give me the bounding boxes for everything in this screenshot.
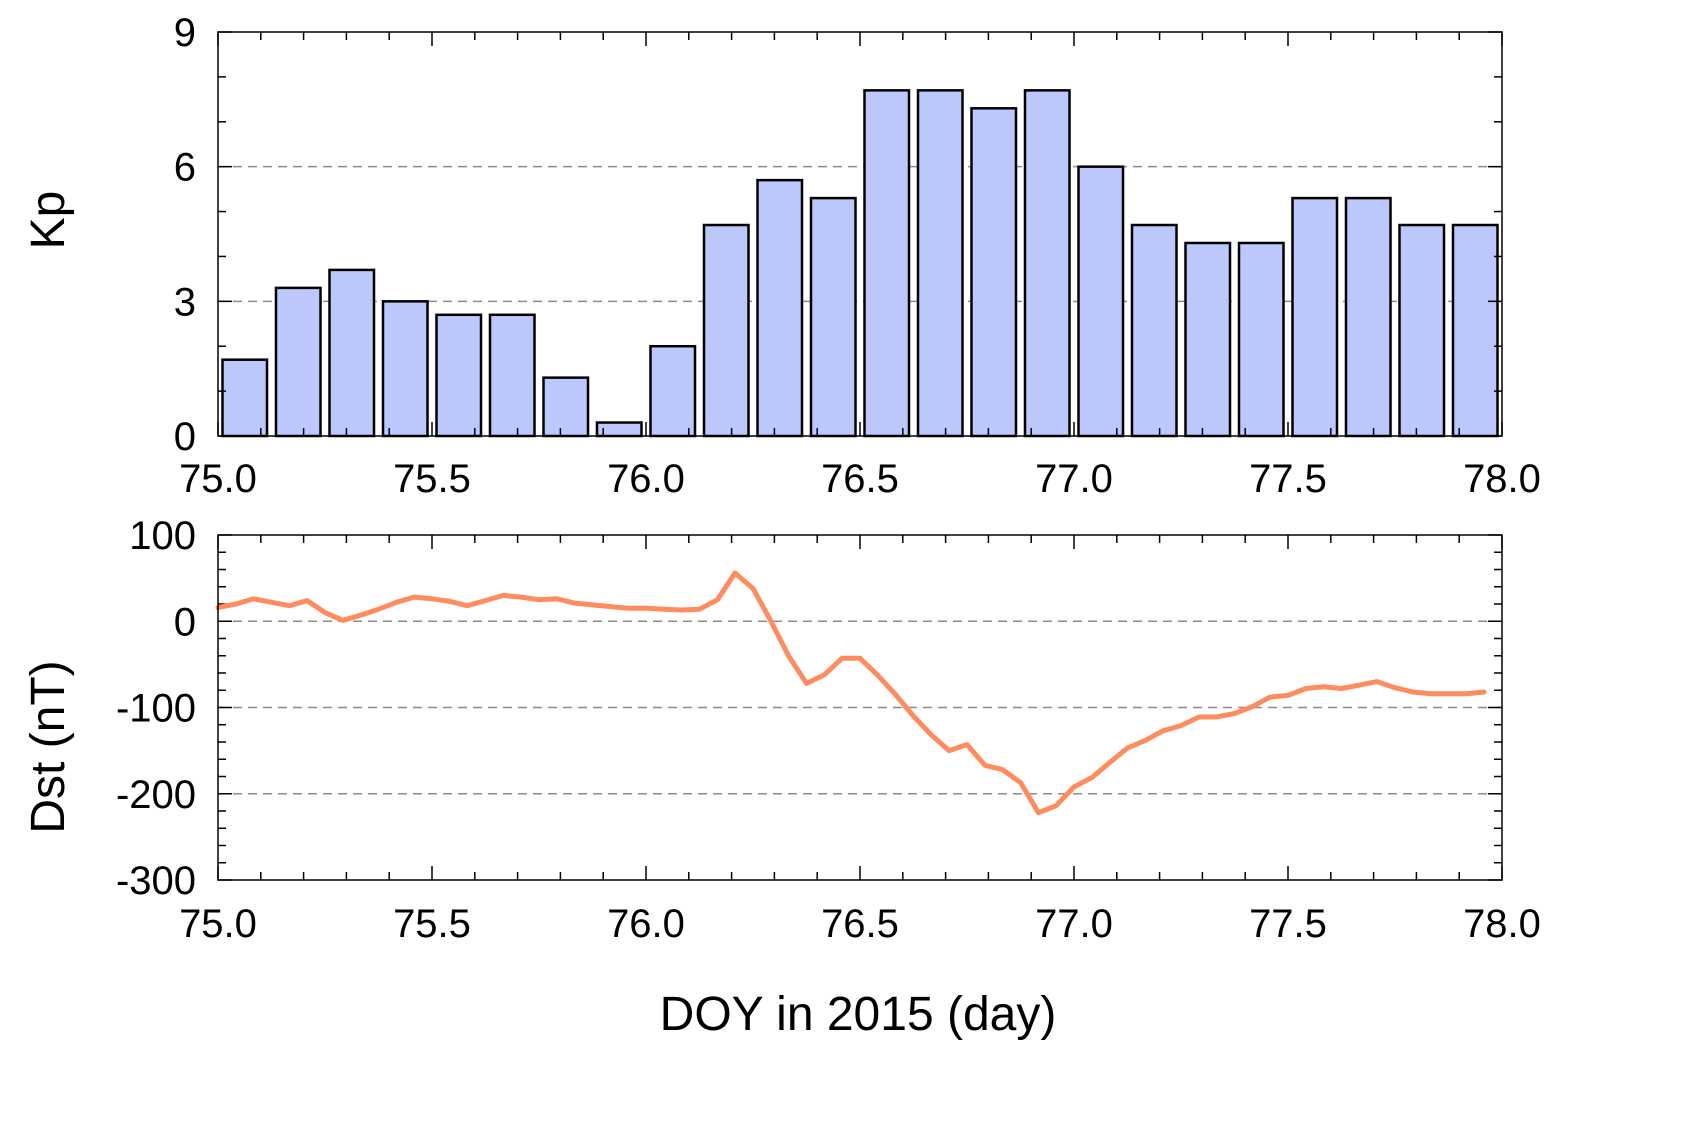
x-tick-label: 76.0: [607, 902, 685, 946]
dst-panel: 75.0 75.5 76.0 76.5 77.0 77.5 78.0 100 0 -100 -20…: [22, 514, 1541, 946]
x-tick-label: 77.0: [1035, 902, 1113, 946]
x-tick-label: 75.5: [393, 902, 471, 946]
kp-bar: [488, 313, 536, 438]
kp-bar: [1077, 165, 1125, 438]
kp-bar: [1130, 223, 1178, 438]
kp-bar: [1237, 241, 1285, 438]
kp-y-tick-labels: 0 3 6 9: [174, 11, 196, 459]
x-tick-label: 77.5: [1249, 902, 1327, 946]
kp-bar: [702, 223, 750, 438]
x-tick-label: 75.0: [179, 457, 257, 501]
y-tick-label: -200: [116, 773, 196, 817]
kp-bar: [1398, 223, 1446, 438]
kp-bar: [328, 268, 376, 438]
kp-plot-frame: [217, 31, 1503, 437]
y-tick-label: 100: [129, 514, 196, 558]
x-tick-label: 78.0: [1463, 457, 1541, 501]
kp-bar: [435, 313, 483, 438]
dst-x-tick-labels: 75.0 75.5 76.0 76.5 77.0 77.5 78.0: [179, 902, 1541, 946]
x-tick-label: 77.0: [1035, 457, 1113, 501]
kp-x-tick-labels: 75.0 75.5 76.0 76.5 77.0 77.5 78.0: [179, 457, 1541, 501]
y-tick-label: 3: [174, 280, 196, 324]
x-tick-label: 76.0: [607, 457, 685, 501]
y-tick-label: 0: [174, 415, 196, 459]
kp-bar: [542, 376, 590, 438]
kp-gridlines: [218, 165, 1502, 303]
kp-panel: 75.0 75.5 76.0 76.5 77.0 77.5 78.0 0 3 6 9 Kp: [22, 11, 1541, 501]
y-tick-label: -100: [116, 687, 196, 731]
kp-bar: [1023, 89, 1071, 438]
x-tick-label: 76.5: [821, 457, 899, 501]
kp-y-axis-title: Kp: [22, 191, 75, 250]
x-tick-label: 77.5: [1249, 457, 1327, 501]
kp-bar: [756, 178, 804, 438]
dst-y-tick-labels: 100 0 -100 -200 -300: [116, 514, 196, 903]
dst-plot-frame: [217, 534, 1503, 881]
kp-bar: [970, 107, 1018, 438]
kp-bars: [221, 89, 1499, 438]
dst-ticks: [217, 534, 1503, 881]
dst-gridlines: [218, 620, 1502, 795]
kp-bar: [1291, 196, 1339, 438]
y-tick-label: 9: [174, 11, 196, 55]
x-tick-label: 75.5: [393, 457, 471, 501]
kp-bar: [381, 300, 429, 438]
dst-y-axis-title: Dst (nT): [22, 660, 75, 833]
kp-bar: [916, 89, 964, 438]
kp-bar: [221, 358, 269, 438]
kp-bar: [649, 344, 697, 438]
x-tick-label: 78.0: [1463, 902, 1541, 946]
kp-bar: [1451, 223, 1499, 438]
x-tick-label: 76.5: [821, 902, 899, 946]
kp-bar: [863, 89, 911, 438]
y-tick-label: -300: [116, 859, 196, 903]
dst-series-line: [215, 570, 1487, 816]
y-tick-label: 0: [174, 600, 196, 644]
kp-bar: [274, 286, 322, 438]
kp-bar: [1344, 196, 1392, 438]
kp-bar: [809, 196, 857, 438]
x-tick-label: 75.0: [179, 902, 257, 946]
y-tick-label: 6: [174, 146, 196, 190]
kp-bar: [1184, 241, 1232, 438]
x-axis-title: DOY in 2015 (day): [660, 988, 1057, 1041]
